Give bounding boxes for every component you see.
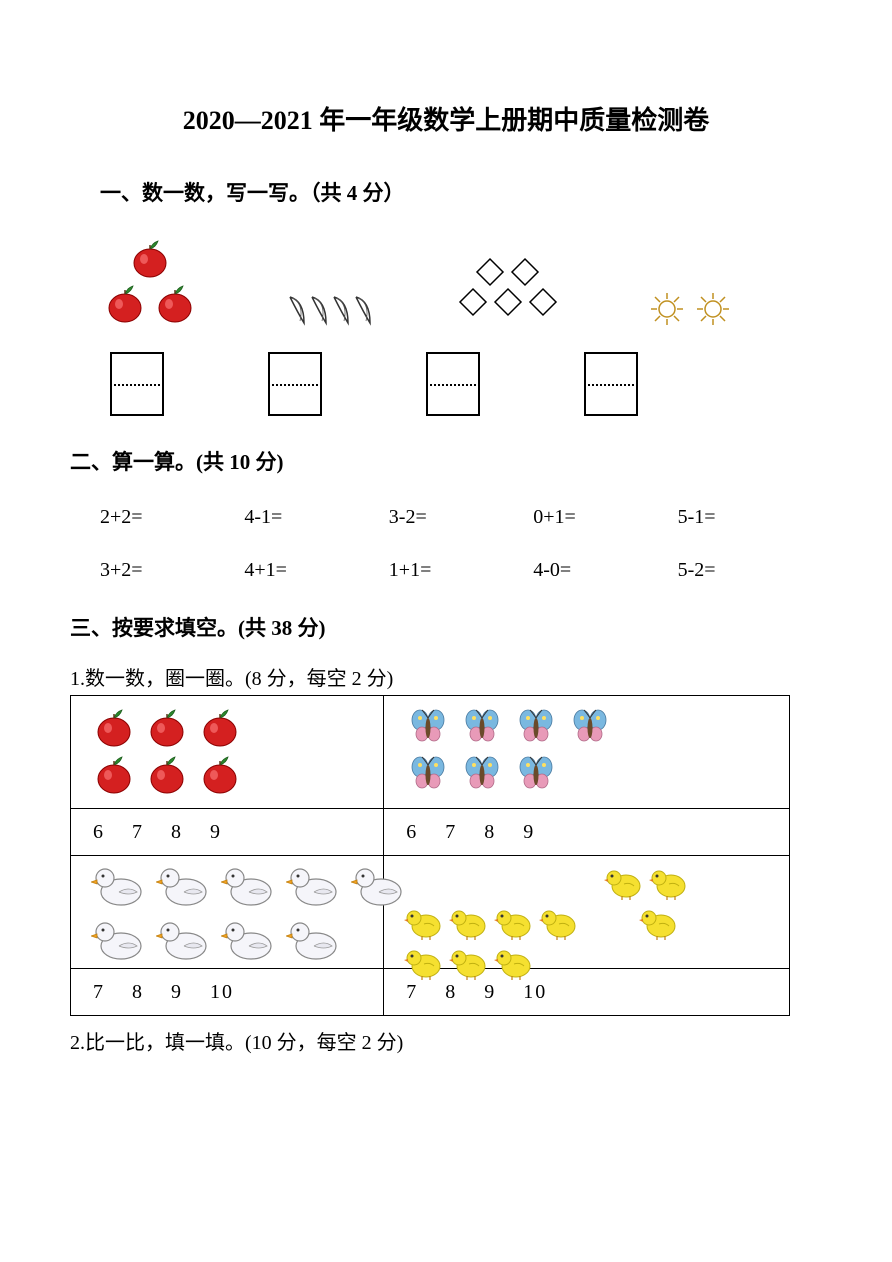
arith-problem: 3+2= (100, 559, 244, 582)
answer-box[interactable] (268, 352, 322, 416)
apple-icon (155, 282, 195, 324)
chick-icon (449, 944, 489, 982)
q3-1-label: 1.数一数，圈一圈。(8 分，每空 2 分) (70, 662, 822, 691)
count-circle-table: 6 7 8 9 6 7 8 9 (70, 695, 790, 1016)
apple-icon (200, 706, 242, 750)
apple-icon (200, 753, 242, 797)
banana-group (260, 293, 400, 327)
q1-answer-boxes (110, 352, 822, 416)
apple-icon (105, 282, 145, 324)
arith-problem: 0+1= (533, 506, 677, 529)
arith-problem: 4+1= (244, 559, 388, 582)
sun-icon (695, 291, 731, 327)
section-2-header: 二、算一算。(共 10 分) (70, 446, 822, 476)
ducks-cell (71, 856, 384, 969)
arith-problem: 4-1= (244, 506, 388, 529)
options-cell[interactable]: 6 7 8 9 (384, 809, 790, 856)
arith-problem: 1+1= (389, 559, 533, 582)
arith-problem: 5-1= (678, 506, 822, 529)
butterfly-icon (456, 753, 508, 793)
diamond-icon (510, 257, 540, 287)
butterfly-icon (510, 753, 562, 793)
apple-icon (147, 753, 189, 797)
chick-icon (404, 904, 444, 942)
duck-icon (91, 864, 147, 908)
chick-icon (539, 904, 579, 942)
apple-icon (94, 706, 136, 750)
q3-2-label: 2.比一比，填一填。(10 分，每空 2 分) (70, 1026, 822, 1055)
diamond-icon (475, 257, 505, 287)
chick-icon (494, 904, 534, 942)
duck-icon (221, 918, 277, 962)
q1-images (80, 227, 822, 327)
apple-icon (147, 706, 189, 750)
duck-icon (91, 918, 147, 962)
banana-icon (330, 293, 352, 327)
butterfly-icon (564, 706, 616, 746)
options-cell[interactable]: 7 8 9 10 (384, 969, 790, 1016)
banana-icon (286, 293, 308, 327)
sun-group (620, 291, 760, 327)
banana-icon (352, 293, 374, 327)
section-3-header: 三、按要求填空。(共 38 分) (70, 612, 822, 642)
apples-cell (71, 696, 384, 809)
chick-icon (639, 904, 679, 942)
apple-group (80, 237, 220, 327)
diamond-icon (528, 287, 558, 317)
arithmetic-grid: 2+2= 4-1= 3-2= 0+1= 5-1= 3+2= 4+1= 1+1= … (100, 506, 822, 582)
section-1-header: 一、数一数，写一写。（共 4 分） (100, 177, 822, 207)
butterflies-cell (384, 696, 790, 809)
answer-box[interactable] (584, 352, 638, 416)
options-cell[interactable]: 7 8 9 10 (71, 969, 384, 1016)
butterfly-icon (510, 706, 562, 746)
exam-page: 2020—2021 年一年级数学上册期中质量检测卷 一、数一数，写一写。（共 4… (0, 0, 892, 1099)
diamond-icon (458, 287, 488, 317)
answer-box[interactable] (110, 352, 164, 416)
butterfly-icon (402, 753, 454, 793)
duck-icon (156, 864, 212, 908)
duck-icon (156, 918, 212, 962)
duck-icon (221, 864, 277, 908)
chicks-cell (384, 856, 790, 969)
diamond-icon (493, 287, 523, 317)
diamond-group (440, 257, 580, 327)
arith-problem: 3-2= (389, 506, 533, 529)
chick-icon (449, 904, 489, 942)
arith-problem: 4-0= (533, 559, 677, 582)
apple-icon (130, 237, 170, 279)
duck-icon (286, 864, 342, 908)
chick-icon (494, 944, 534, 982)
sun-icon (649, 291, 685, 327)
chick-icon (649, 864, 689, 902)
butterfly-icon (456, 706, 508, 746)
arith-problem: 2+2= (100, 506, 244, 529)
answer-box[interactable] (426, 352, 480, 416)
apple-icon (94, 753, 136, 797)
page-title: 2020—2021 年一年级数学上册期中质量检测卷 (70, 100, 822, 137)
options-cell[interactable]: 6 7 8 9 (71, 809, 384, 856)
chick-icon (404, 944, 444, 982)
chick-icon (604, 864, 644, 902)
butterfly-icon (402, 706, 454, 746)
arith-problem: 5-2= (678, 559, 822, 582)
banana-icon (308, 293, 330, 327)
duck-icon (286, 918, 342, 962)
